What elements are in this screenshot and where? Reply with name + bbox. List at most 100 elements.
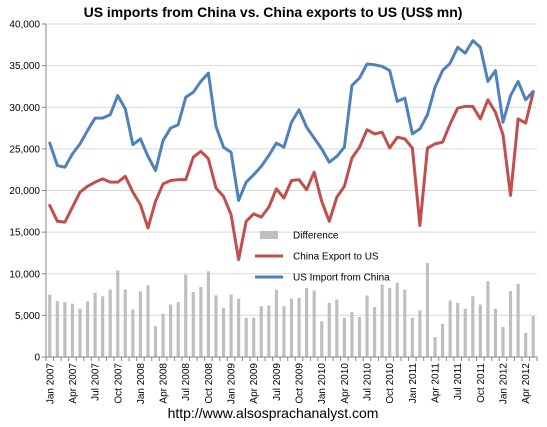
x-tick-label: Apr 2007 <box>68 363 79 404</box>
difference-bar <box>70 303 75 357</box>
difference-bar <box>425 262 430 357</box>
difference-bar <box>237 298 241 357</box>
x-tick-label: Apr 2010 <box>340 363 351 404</box>
difference-bar <box>108 289 112 357</box>
y-tick-label: 30,000 <box>9 103 40 114</box>
difference-bar <box>524 332 528 357</box>
difference-bar <box>440 323 445 357</box>
difference-bar <box>456 302 460 357</box>
difference-bar <box>116 270 120 357</box>
x-tick-label: Jan 2008 <box>136 363 147 405</box>
difference-bar <box>516 283 520 357</box>
difference-bar <box>418 310 422 357</box>
x-tick-label: Jul 2010 <box>363 363 374 401</box>
x-tick-label: Jul 2007 <box>91 363 102 401</box>
difference-bar <box>493 308 498 357</box>
difference-bar <box>297 297 301 357</box>
difference-bar <box>373 307 377 357</box>
difference-bar <box>327 302 331 357</box>
y-tick-label: 20,000 <box>9 186 40 197</box>
difference-bar <box>282 306 286 357</box>
y-tick-label: 0 <box>34 353 40 364</box>
y-tick-label: 15,000 <box>9 228 40 239</box>
difference-bar <box>531 316 535 357</box>
difference-bar <box>448 300 452 357</box>
difference-bar <box>471 296 475 357</box>
difference-bar <box>267 305 271 357</box>
difference-bar <box>229 294 233 357</box>
difference-bar <box>305 287 309 357</box>
y-tick-label: 35,000 <box>9 61 40 72</box>
y-tick-label: 40,000 <box>9 20 40 31</box>
x-tick-label: Apr 2011 <box>431 363 442 403</box>
x-tick-label: Jan 2010 <box>317 363 328 405</box>
x-tick-label: Oct 2010 <box>385 363 396 404</box>
x-tick-label: Jan 2012 <box>499 363 510 405</box>
difference-bar <box>176 302 180 357</box>
y-tick-label: 25,000 <box>9 144 40 155</box>
x-tick-label: Jan 2007 <box>45 363 56 405</box>
difference-bar <box>169 304 173 357</box>
x-tick-label: Jul 2011 <box>453 363 464 401</box>
legend-label: US Import from China <box>293 273 390 284</box>
difference-bar <box>63 302 67 357</box>
difference-bars <box>48 262 535 357</box>
axes: 0 5,000 10,000 15,000 20,000 25,000 30,000 35,0… <box>9 20 538 405</box>
difference-bar <box>403 289 407 357</box>
difference-bar <box>259 306 263 357</box>
chart-title: US imports from China vs. China exports … <box>84 4 463 20</box>
difference-bar <box>410 317 414 357</box>
x-tick-label: Oct 2011 <box>476 363 487 403</box>
x-tick-label: Jan 2009 <box>227 363 238 405</box>
difference-bar <box>350 312 354 357</box>
legend-swatch-difference <box>260 231 278 239</box>
difference-bar <box>342 317 346 357</box>
difference-bar <box>138 291 143 357</box>
difference-bar <box>123 289 127 357</box>
legend-label: Difference <box>293 231 339 242</box>
x-tick-label: Apr 2008 <box>159 363 170 404</box>
difference-bar <box>48 294 52 357</box>
difference-bar <box>252 317 256 357</box>
difference-bar <box>101 296 105 357</box>
difference-bar <box>335 299 339 357</box>
x-tick-label: Oct 2008 <box>204 363 215 404</box>
difference-bar <box>161 313 165 357</box>
difference-bar <box>395 282 399 357</box>
x-tick-label: Jul 2009 <box>272 363 283 401</box>
difference-bar <box>85 301 90 357</box>
difference-bar <box>508 291 513 357</box>
series-lines <box>48 39 535 262</box>
difference-bar <box>131 309 135 357</box>
x-tick-label: Jul 2008 <box>181 363 192 401</box>
x-tick-label: Apr 2012 <box>521 363 532 404</box>
gridlines <box>46 23 537 316</box>
difference-bar <box>244 317 248 357</box>
difference-bar <box>274 289 278 357</box>
difference-bar <box>191 292 195 357</box>
difference-bar <box>153 326 158 357</box>
difference-bar <box>78 308 82 357</box>
x-tick-label: Oct 2007 <box>113 363 124 404</box>
difference-bar <box>55 301 59 357</box>
difference-bar <box>380 284 384 357</box>
difference-bar <box>486 281 490 357</box>
difference-bar <box>289 298 294 357</box>
x-tick-label: Jan 2011 <box>408 363 419 404</box>
difference-bar <box>184 274 188 357</box>
difference-bar <box>433 337 437 357</box>
difference-bar <box>206 271 210 357</box>
legend: Difference China Export to US US Import fr… <box>255 231 390 284</box>
footer-url: http://www.alsosprachanalyst.com <box>168 405 379 421</box>
difference-bar <box>93 292 97 357</box>
difference-bar <box>320 321 324 357</box>
china-export-line <box>48 90 535 262</box>
legend-label: China Export to US <box>293 252 379 263</box>
difference-bar <box>501 327 505 357</box>
difference-bar <box>357 317 362 357</box>
x-tick-label: Oct 2009 <box>295 363 306 404</box>
us-import-line <box>48 39 535 202</box>
difference-bar <box>312 290 316 357</box>
difference-bar <box>214 295 218 357</box>
